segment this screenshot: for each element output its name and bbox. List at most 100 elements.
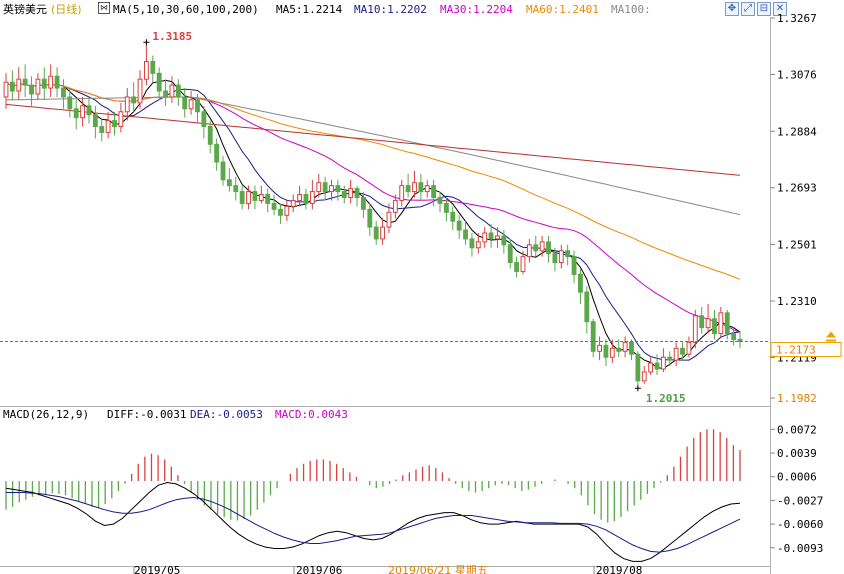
candle-down [361, 197, 366, 210]
candle-down [354, 188, 360, 199]
candle-up [597, 344, 602, 352]
period-label: (日线) [51, 3, 82, 16]
candle-down [367, 208, 373, 228]
macd-tick-label: 0.0072 [777, 423, 817, 436]
chart-type-icon[interactable]: ⋈ [98, 2, 110, 14]
candle-down [699, 315, 705, 329]
macd-lines [5, 481, 741, 562]
candle-down [418, 182, 424, 193]
candle-down [463, 229, 468, 240]
candle-up [246, 191, 251, 204]
macd-dea-line [6, 492, 741, 553]
candle-down [22, 78, 28, 86]
candle-up [309, 191, 315, 204]
candle-down [54, 75, 60, 89]
candle-down [680, 347, 685, 355]
shrink-icon[interactable]: ⊟ [757, 2, 771, 16]
candle-down [214, 143, 220, 163]
candle-down [552, 253, 558, 264]
candle-up [475, 241, 481, 249]
close-icon[interactable]: ✕ [773, 2, 787, 16]
candle-down [667, 356, 673, 361]
candle-down [322, 182, 328, 193]
candle-down [629, 341, 634, 355]
candle-up [692, 315, 698, 343]
candle-down [278, 208, 283, 216]
candle-up [526, 244, 532, 258]
low-annotation: 1.2015 [646, 392, 686, 405]
candle-down [163, 90, 168, 98]
candlesticks [3, 39, 743, 392]
candle-up [424, 185, 430, 193]
macd-diff-line [5, 481, 741, 562]
candle-down [712, 318, 717, 335]
candle-down [61, 87, 66, 98]
candle-up [16, 78, 22, 92]
candle-down [201, 111, 207, 128]
candle-down [546, 241, 551, 255]
macd-tick-label: -0.0093 [777, 542, 823, 555]
candle-down [67, 96, 73, 110]
candle-down [86, 105, 92, 116]
price-tick-label: 1.2884 [777, 125, 817, 138]
ma10-value: MA10:1.2202 [354, 3, 427, 16]
candle-down [584, 291, 590, 323]
price-tick-label: 1.3076 [777, 68, 817, 81]
candle-down [156, 72, 162, 92]
candle-down [488, 232, 494, 240]
candle-up [316, 182, 322, 193]
candle-down [731, 333, 737, 340]
macd-dea-value: DEA:-0.0053 [190, 408, 263, 421]
current-price-arrow-icon [826, 331, 836, 342]
ma5-value: MA5:1.2214 [276, 3, 343, 16]
candle-down [405, 185, 411, 193]
candle-down [724, 312, 730, 335]
macd-tick-label: 0.0039 [777, 447, 817, 460]
candle-up [380, 226, 385, 240]
candle-down [73, 108, 79, 119]
candle-down [175, 84, 181, 98]
time-tick-label: 2019/06 [296, 564, 342, 574]
candle-down [271, 202, 277, 210]
move-icon[interactable]: ✥ [725, 2, 739, 16]
candle-down [99, 126, 105, 133]
candle-down [341, 191, 347, 199]
ma-line-ma200 [5, 103, 741, 176]
time-tick-label: 2019/08 [596, 564, 642, 574]
candle-down [533, 244, 539, 252]
ma-line-ma60 [5, 81, 741, 280]
candle-up [284, 205, 290, 216]
candle-down [635, 353, 641, 382]
macd-diff-value: DIFF:-0.0031 [107, 408, 187, 421]
candle-up [80, 105, 86, 119]
candle-up [188, 99, 194, 110]
candle-up [3, 81, 9, 98]
candle-down [220, 161, 226, 181]
candle-down [335, 185, 341, 193]
candle-down [565, 250, 571, 258]
candle-down [252, 191, 258, 201]
high-marker [143, 39, 150, 46]
candle-down [443, 202, 449, 213]
expand-icon[interactable]: ⤢ [741, 2, 755, 16]
ma30-value: MA30:1.2204 [440, 3, 513, 16]
candle-up [258, 194, 264, 201]
macd-histogram [5, 429, 741, 523]
candle-down [239, 191, 245, 204]
candle-down [373, 226, 379, 240]
candle-up [169, 84, 175, 98]
candle-up [482, 232, 488, 243]
macd-tick-label: -0.0027 [777, 494, 823, 507]
current-price-box [770, 342, 842, 358]
candle-down [603, 344, 609, 358]
candle-down [456, 220, 462, 231]
candle-up [144, 60, 149, 80]
candle-up [622, 341, 628, 352]
low-marker [634, 385, 641, 392]
candle-up [641, 371, 647, 382]
macd-axis: 0.0072 0.0039 0.0006 -0.0027 -0.0060 -0.0093 [770, 423, 823, 555]
candle-up [124, 96, 130, 113]
candle-up [137, 78, 143, 104]
